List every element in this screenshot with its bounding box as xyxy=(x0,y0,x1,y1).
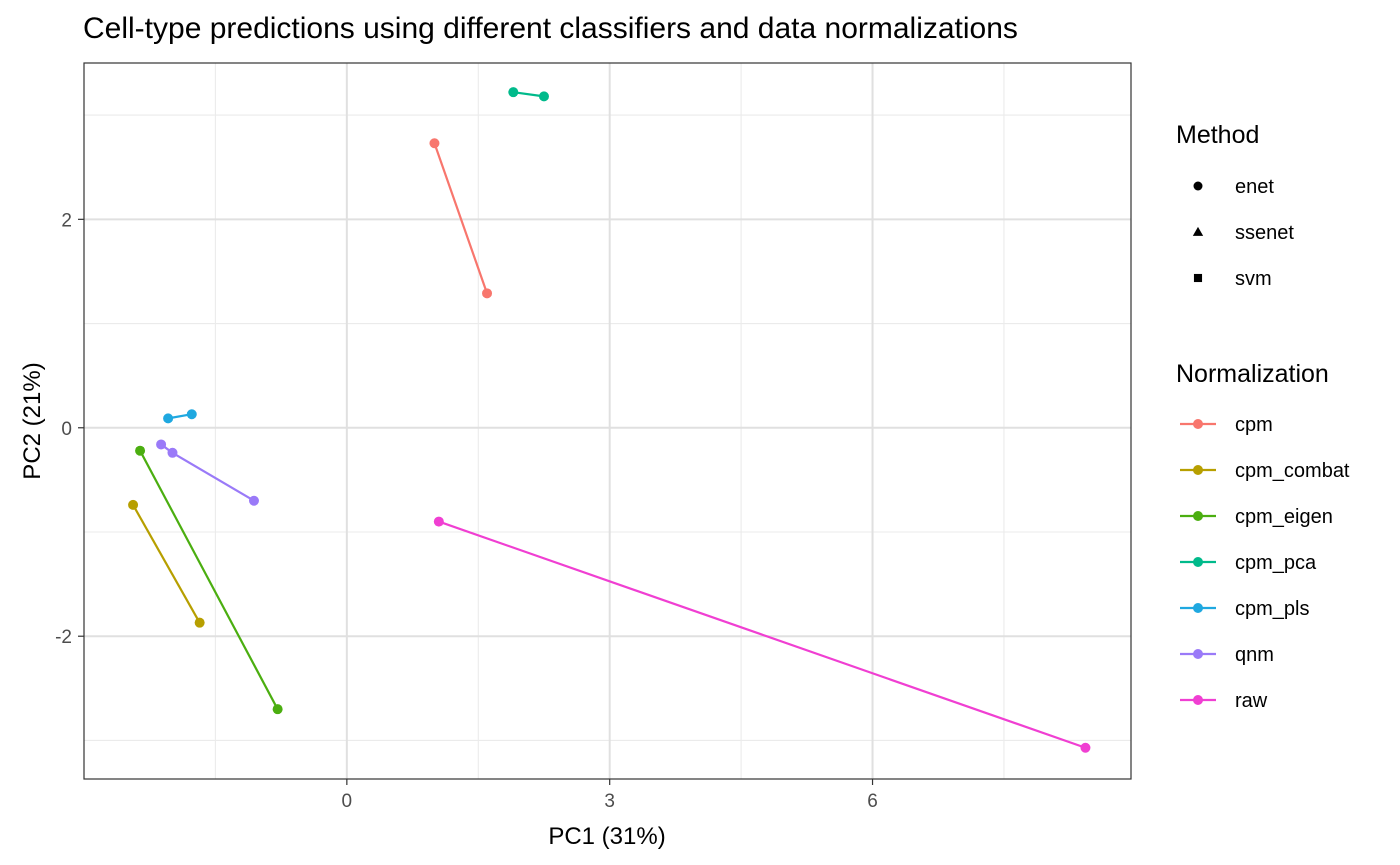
series-line-cpm_pca xyxy=(513,91,545,98)
y-tick-label: -2 xyxy=(55,627,72,648)
point-cpm-enet xyxy=(482,288,493,299)
plot-border xyxy=(83,62,1132,780)
point-qnm-svm xyxy=(248,495,259,506)
normalization-legend: Normalization cpm cpm_combat cpm_eigen cpm_… xyxy=(1176,360,1350,712)
data-points xyxy=(128,87,1091,753)
point-cpm_pls-enet xyxy=(163,413,174,424)
y-axis-title: PC2 (21%) xyxy=(19,362,46,479)
plot-area xyxy=(84,63,1131,779)
method-legend-label: svm xyxy=(1235,268,1272,290)
point-cpm_combat-ssenet xyxy=(194,617,205,628)
point-cpm_pca-enet xyxy=(508,87,519,98)
normalization-legend-key-cpm_pls xyxy=(1193,603,1203,613)
grid-lines xyxy=(84,63,1131,779)
point-raw-enet xyxy=(1080,742,1091,753)
normalization-legend-label: qnm xyxy=(1235,644,1274,666)
method-legend-title: Method xyxy=(1176,121,1259,149)
normalization-legend-key-cpm xyxy=(1193,419,1203,429)
normalization-legend-label: cpm_combat xyxy=(1235,460,1350,482)
x-tick-label: 6 xyxy=(867,791,878,812)
point-qnm-ssenet xyxy=(167,447,178,458)
method-legend-key-svm xyxy=(1193,273,1203,283)
series-line-raw xyxy=(438,520,1086,749)
normalization-legend-key-cpm_pca xyxy=(1193,557,1203,567)
method-legend-label: enet xyxy=(1235,176,1274,198)
series-line-cpm_combat xyxy=(132,504,201,624)
point-raw-ssenet xyxy=(433,516,444,527)
x-tick-label: 0 xyxy=(342,791,353,812)
y-tick-label: 2 xyxy=(61,210,72,231)
normalization-legend-label: cpm_pls xyxy=(1235,598,1309,620)
normalization-legend-title: Normalization xyxy=(1176,360,1329,388)
y-axis-ticks: -2 0 2 xyxy=(55,210,84,648)
normalization-legend-label: cpm_pca xyxy=(1235,552,1317,574)
normalization-legend-key-cpm_combat xyxy=(1193,465,1203,475)
normalization-legend-label: raw xyxy=(1235,690,1268,712)
method-legend-key-ssenet xyxy=(1192,226,1204,236)
x-axis-ticks: 0 3 6 xyxy=(342,779,878,812)
normalization-legend-key-raw xyxy=(1193,695,1203,705)
point-cpm_pca-ssenet xyxy=(538,91,549,102)
normalization-legend-label: cpm xyxy=(1235,414,1273,436)
method-legend-key-enet xyxy=(1193,181,1203,191)
series-lines xyxy=(132,91,1086,749)
series-line-cpm_eigen xyxy=(139,450,279,710)
chart-title: Cell-type predictions using different cl… xyxy=(83,12,1018,45)
method-legend-label: ssenet xyxy=(1235,222,1294,244)
x-tick-label: 3 xyxy=(604,791,615,812)
normalization-legend-label: cpm_eigen xyxy=(1235,506,1333,528)
x-axis-title: PC1 (31%) xyxy=(548,823,665,850)
plot-background xyxy=(84,63,1131,779)
normalization-legend-key-cpm_eigen xyxy=(1193,511,1203,521)
y-tick-label: 0 xyxy=(61,419,72,440)
method-legend: Method enet ssenet svm xyxy=(1176,121,1294,290)
series-line-cpm xyxy=(433,142,489,294)
point-qnm-enet xyxy=(156,439,167,450)
point-cpm_eigen-ssenet xyxy=(272,704,283,715)
normalization-legend-key-qnm xyxy=(1193,649,1203,659)
point-cpm_eigen-enet xyxy=(135,445,146,456)
point-cpm_pls-ssenet xyxy=(186,409,197,420)
point-cpm-ssenet xyxy=(429,138,440,149)
point-cpm_combat-enet xyxy=(128,499,139,510)
